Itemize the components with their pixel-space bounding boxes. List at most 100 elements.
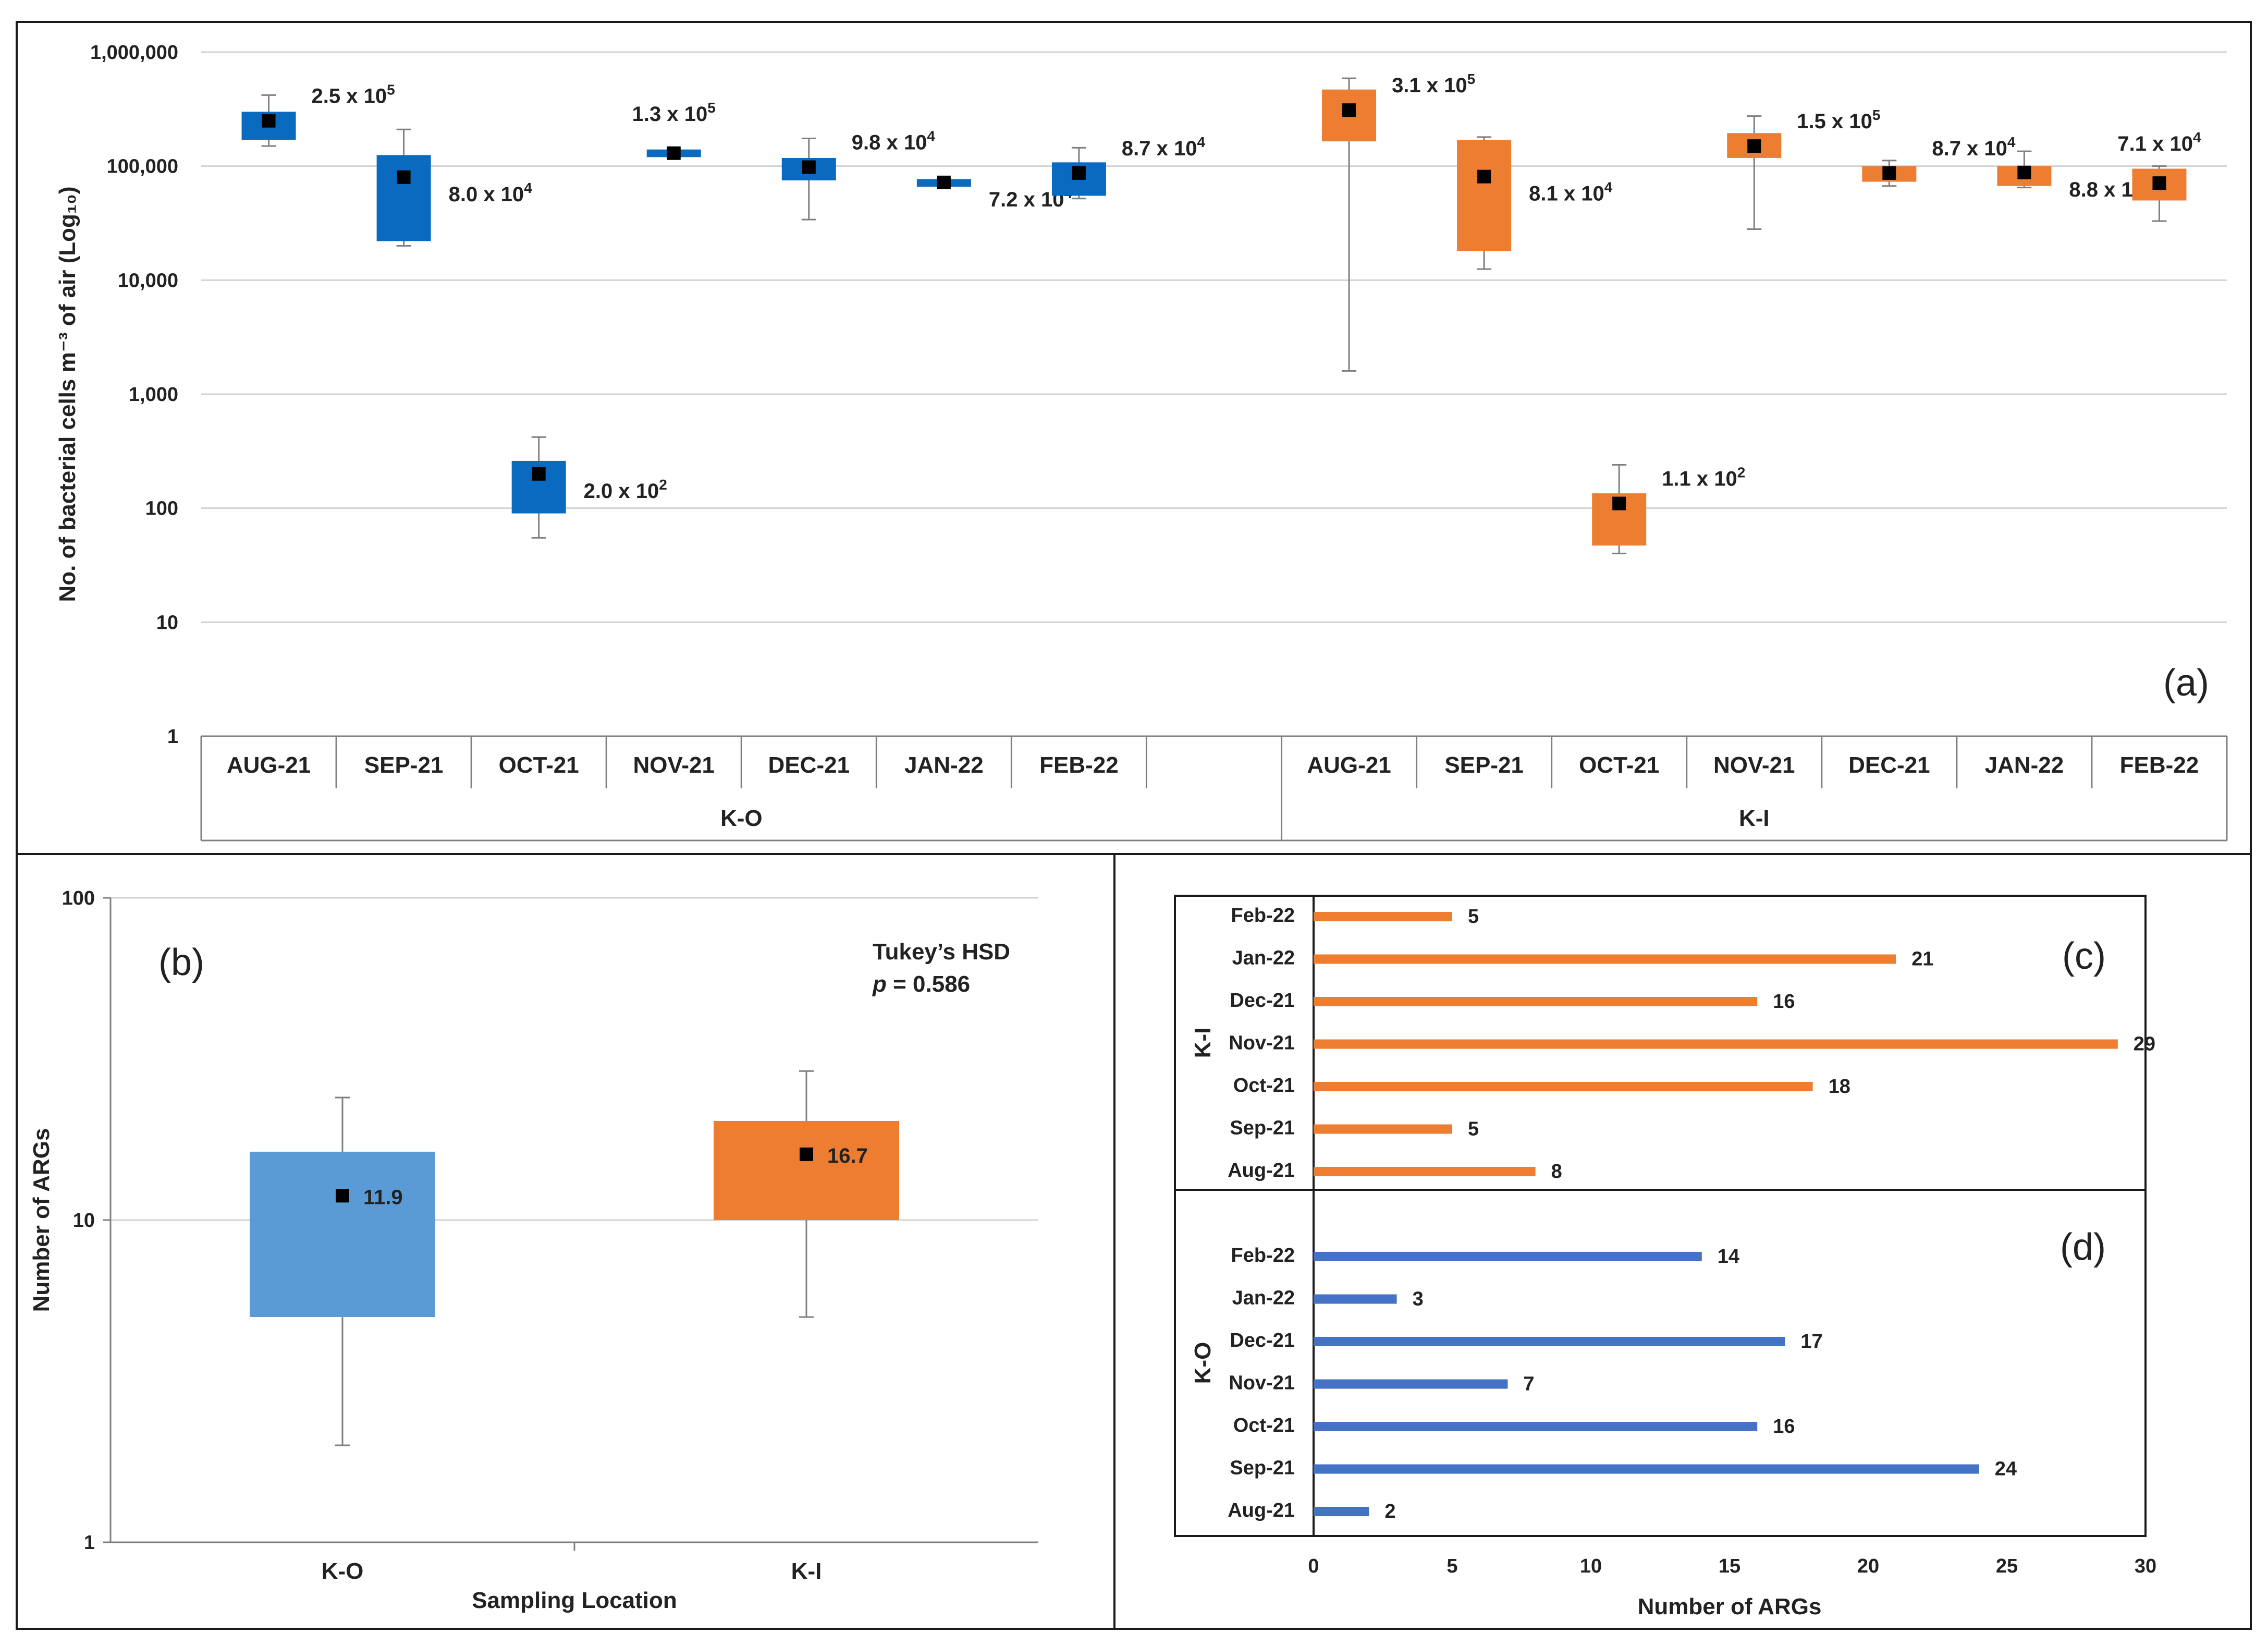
bar-c [1314, 1039, 2118, 1049]
annotation-a: 1.5 x 105 [1797, 107, 1880, 133]
bar-value-c: 5 [1468, 906, 1479, 928]
bar-value-c: 16 [1773, 991, 1795, 1013]
y-tick-label-c: Aug-21 [1228, 1160, 1295, 1181]
chart-cd-svg: Feb-22 5 Jan-22 21 Dec-21 16 Nov-21 29 Oct-21 18 S… [1174, 895, 2156, 1619]
group-label-a: K-I [1739, 806, 1770, 831]
x-tick-label-a: OCT-21 [499, 752, 579, 778]
x-tick-label-d: 25 [1996, 1555, 2018, 1577]
y-tick-label-a: 10,000 [118, 270, 178, 291]
annotation-a: 3.1 x 105 [1392, 71, 1475, 97]
chart-a-svg: 1 10 100 1,000 10,000 100,000 1,000,000 No. of … [55, 42, 2228, 842]
x-tick-label-d: 20 [1857, 1555, 1879, 1577]
x-tick-label-b: K-I [791, 1558, 822, 1584]
x-tick-label-a: NOV-21 [633, 752, 715, 778]
y-tick-label-d: Nov-21 [1229, 1372, 1295, 1394]
x-tick-label-d: 0 [1308, 1555, 1319, 1577]
bar-value-d: 16 [1773, 1416, 1795, 1437]
panel-a-bacterial-counts: 1 10 100 1,000 10,000 100,000 1,000,000 No. of … [16, 21, 2252, 855]
bar-d [1314, 1422, 1758, 1431]
bar-d [1314, 1379, 1508, 1389]
bar-value-c: 29 [2134, 1033, 2155, 1055]
x-tick-label-a: DEC-21 [1848, 752, 1930, 778]
y-tick-label-a: 100 [145, 498, 178, 520]
x-tick-label-a: DEC-21 [768, 752, 850, 778]
mean-marker-a [1477, 169, 1491, 184]
y-tick-label-d: Sep-21 [1230, 1457, 1295, 1479]
annotation-a: 7.2 x 104 [989, 185, 1073, 211]
stat-p-b: p = 0.586 [872, 971, 970, 997]
x-tick-label-a: SEP-21 [1444, 752, 1524, 778]
x-tick-label-a: OCT-21 [1579, 752, 1659, 778]
box-a [376, 155, 431, 241]
bar-d [1314, 1507, 1369, 1516]
y-tick-label-a: 10 [156, 612, 178, 633]
mean-marker-b [800, 1147, 813, 1161]
y-axis-title-a: No. of bacterial cells m⁻³ of air (Log₁₀… [55, 186, 80, 602]
bar-value-c: 18 [1829, 1076, 1850, 1098]
x-tick-label-a: NOV-21 [1713, 752, 1795, 778]
bar-value-d: 14 [1718, 1246, 1739, 1268]
panel-b-arg-boxplot: 1 10 100 Number of ARGs Sampling Location 11.… [16, 853, 1115, 1630]
y-tick-label-a: 1,000 [129, 384, 178, 406]
group-label-a: K-O [720, 806, 763, 831]
x-tick-label-a: JAN-22 [1985, 752, 2064, 778]
y-tick-label-c: Feb-22 [1231, 905, 1295, 927]
y-tick-label-c: Nov-21 [1229, 1032, 1295, 1054]
x-tick-label-a: AUG-21 [227, 752, 311, 778]
mean-marker-b [336, 1189, 349, 1203]
chart-b-svg: 1 10 100 Number of ARGs Sampling Location 11.… [29, 887, 1038, 1613]
x-axis-title-b: Sampling Location [472, 1588, 677, 1613]
y-tick-label-b: 1 [84, 1532, 95, 1554]
mean-marker-a [1342, 103, 1356, 117]
mean-marker-a [667, 146, 681, 160]
bar-d [1314, 1252, 1702, 1261]
x-tick-label-a: FEB-22 [2120, 752, 2199, 778]
mean-marker-a [1072, 166, 1086, 180]
mean-marker-a [802, 160, 816, 174]
bar-d [1314, 1464, 1979, 1474]
bar-c [1314, 1167, 1536, 1176]
bar-c [1314, 1124, 1452, 1134]
y-tick-label-c: Jan-22 [1232, 947, 1295, 969]
bar-c [1314, 912, 1452, 921]
y-tick-label-a: 1 [167, 726, 178, 748]
bar-c [1314, 954, 1896, 964]
mean-marker-a [262, 114, 276, 128]
x-tick-label-a: JAN-22 [904, 752, 984, 778]
mean-marker-a [532, 467, 546, 481]
y-tick-label-d: Oct-21 [1233, 1415, 1295, 1436]
annotation-a: 1.1 x 102 [1662, 465, 1745, 491]
bar-c [1314, 1082, 1813, 1091]
panel-letter-c: (c) [2062, 935, 2106, 977]
x-axis-title-d: Number of ARGs [1638, 1594, 1822, 1619]
mean-marker-a [1747, 139, 1761, 153]
bar-value-d: 7 [1523, 1373, 1534, 1395]
bar-d [1314, 1337, 1785, 1346]
mean-marker-a [397, 170, 411, 184]
y-tick-label-d: Feb-22 [1231, 1245, 1295, 1266]
annotation-a: 8.1 x 104 [1529, 179, 1613, 205]
mean-label-b: 16.7 [827, 1144, 868, 1167]
y-tick-label-a: 1,000,000 [90, 42, 178, 64]
plot-frame-cd [1174, 895, 2147, 1537]
box-b [714, 1120, 899, 1220]
annotation-a: 8.7 x 104 [1122, 134, 1206, 160]
y-axis-title-b: Number of ARGs [29, 1128, 54, 1312]
panel-letter-b: (b) [158, 942, 204, 983]
mean-marker-a [1612, 496, 1626, 510]
x-tick-label-d: 15 [1719, 1555, 1740, 1577]
annotation-a: 2.0 x 102 [584, 477, 667, 503]
y-tick-label-a: 100,000 [107, 156, 178, 178]
x-tick-label-d: 30 [2135, 1555, 2156, 1577]
y-tick-label-b: 10 [73, 1210, 95, 1232]
y-tick-label-d: Jan-22 [1232, 1287, 1295, 1309]
y-tick-label-b: 100 [62, 887, 95, 909]
bar-c [1314, 997, 1758, 1006]
y-tick-label-c: Oct-21 [1233, 1075, 1295, 1096]
box-a [1457, 140, 1512, 251]
bar-value-c: 5 [1468, 1118, 1479, 1140]
annotation-a: 9.8 x 104 [852, 128, 936, 154]
annotation-a: 1.3 x 105 [632, 100, 716, 126]
y-tick-label-d: Aug-21 [1228, 1500, 1295, 1521]
bar-value-c: 8 [1551, 1161, 1562, 1183]
